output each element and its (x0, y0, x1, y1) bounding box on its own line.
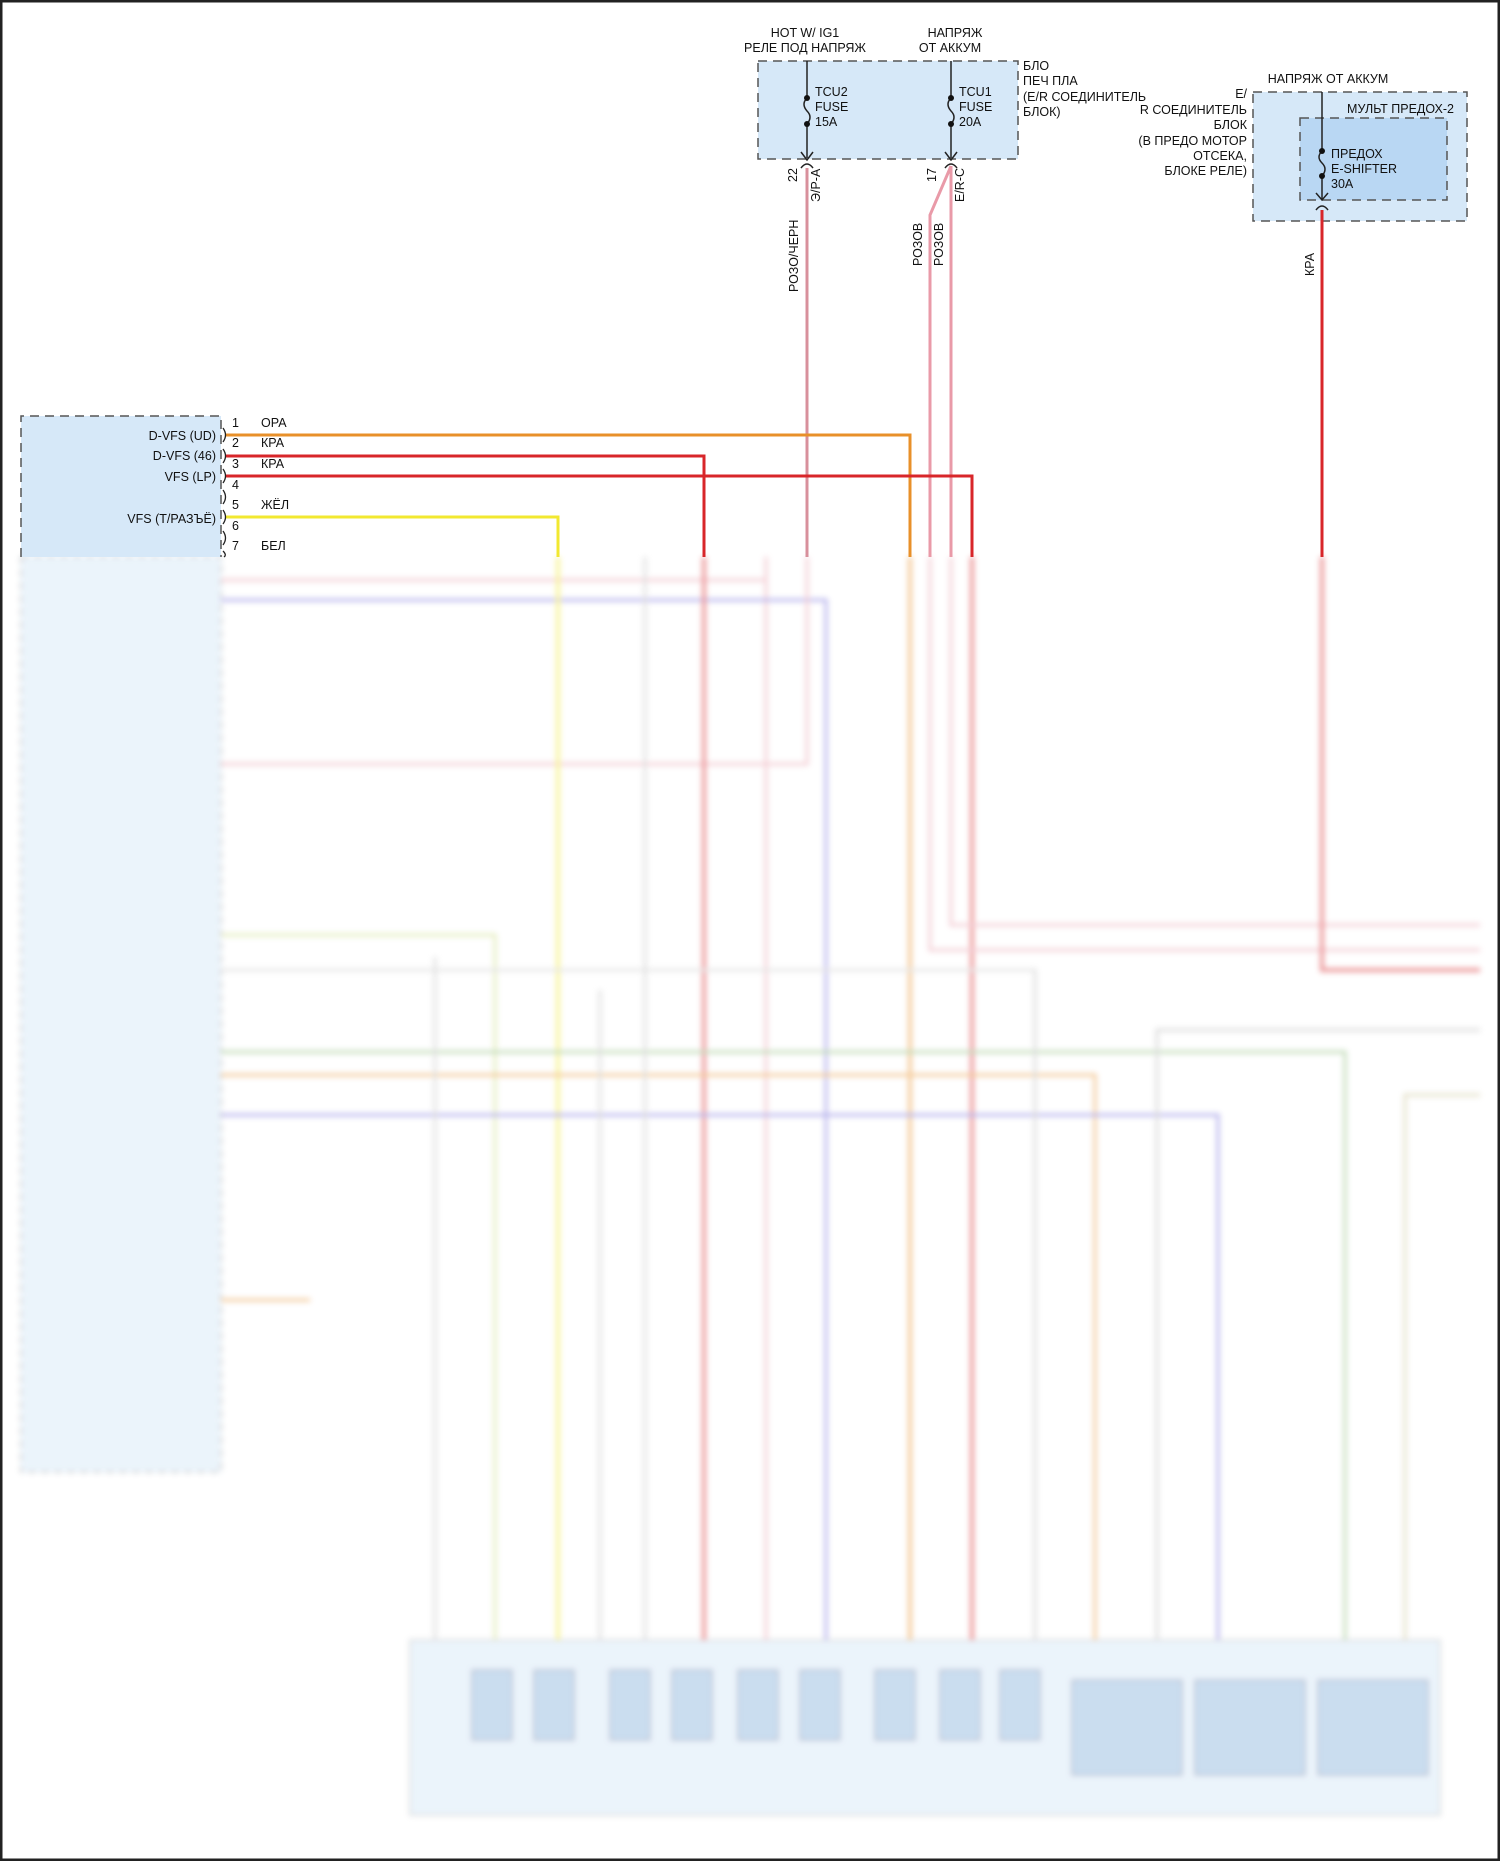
pin-number: 4 (232, 478, 239, 492)
fuse-lines (800, 61, 958, 169)
solenoid-icons (471, 1669, 1429, 1776)
fuse-eshifter-label: E-SHIFTER (1331, 162, 1397, 176)
fuse-tcu2-label: TCU2 (815, 85, 848, 99)
supply-label-batt-right: НАПРЯЖ ОТ АККУМ (1268, 72, 1389, 86)
wire-pink-1 (928, 165, 953, 557)
pin-signal-name: D-VFS (UD) (149, 429, 216, 443)
supply-label-batt-2: ОТ АККУМ (919, 41, 981, 55)
box-label-line: БЛОК (1214, 118, 1248, 132)
fuse-tcu2-rating: 15A (815, 115, 838, 129)
pin-terminals (222, 427, 227, 558)
box-label-line: R СОЕДИНИТЕЛЬ (1140, 103, 1247, 117)
pin-wire-color: БЕЛ (261, 539, 286, 553)
wire-red-pin3 (226, 474, 974, 557)
connector-id-left: Э/Р-А (809, 168, 823, 202)
fade-overlay (3, 557, 1497, 1857)
box-label-line: ОТСЕКА, (1193, 149, 1247, 163)
fuse-eshifter-rating: 30A (1331, 177, 1354, 191)
fuse-tcu1-icon (947, 97, 955, 125)
multi-fuse-2 (1299, 117, 1448, 201)
pin-wire-color: ЖЁЛ (261, 498, 289, 512)
pin-wire-color: КРА (261, 436, 285, 450)
wire-label-pink-1: РОЗОВ (911, 223, 925, 266)
fuse-tcu2-label: FUSE (815, 100, 848, 114)
box-label-line: БЛОКЕ РЕЛЕ) (1164, 164, 1247, 178)
pin-number: 1 (232, 416, 239, 430)
fuse-eshifter-label: ПРЕДОХ (1331, 147, 1383, 161)
pin-number: 7 (232, 539, 239, 553)
supply-label-ig1-ru: РЕЛЕ ПОД НАПРЯЖ (744, 41, 866, 55)
pin-number: 6 (232, 519, 239, 533)
wire-label-pink-black: РОЗО/ЧЕРН (787, 220, 801, 292)
pin-number: 5 (232, 498, 239, 512)
wire-yellow-pin5 (226, 515, 560, 557)
engine-room-fuse-box (757, 60, 1019, 160)
wire-label-pink-2: РОЗОВ (932, 223, 946, 266)
box-label-line: БЛОК) (1023, 105, 1061, 119)
box-label-line: (E/R СОЕДИНИТЕЛЬ (1023, 90, 1146, 104)
box-label-line: (В ПРЕДО МОТОР (1138, 134, 1247, 148)
blurred-lower-section (20, 556, 1480, 1816)
tcu-module-lower (20, 556, 222, 1473)
multi-fuse-label: МУЛЬТ ПРЕДОХ-2 (1347, 102, 1454, 116)
pin-signal-name: VFS (LP) (165, 470, 216, 484)
box-label-line: БЛО (1023, 59, 1049, 73)
box-label-line: E/ (1235, 87, 1247, 101)
supply-label-ig1: HOT W/ IG1 (771, 26, 840, 40)
fuse-eshifter-icon (1318, 150, 1326, 177)
tcu-pins: 1 ОРА 2 КРА D-VFS (UD) 3 КРА D-VFS (46) … (127, 416, 289, 553)
pin-signal-name: D-VFS (46) (153, 449, 216, 463)
fuse-tcu1-rating: 20A (959, 115, 982, 129)
wire-label-red: КРА (1303, 252, 1317, 276)
pin-wire-color: КРА (261, 457, 285, 471)
wire-red-pin2 (226, 454, 706, 557)
supply-label-batt: НАПРЯЖ (928, 26, 983, 40)
pin-number: 2 (232, 436, 239, 450)
box-label-line: ПЕЧ ПЛА (1023, 74, 1078, 88)
tcu-module (20, 415, 222, 557)
wires-top (226, 165, 1324, 557)
fuse-tcu1-label: TCU1 (959, 85, 992, 99)
pin-number-17: 17 (925, 168, 939, 182)
fuse-tcu2-icon (803, 97, 811, 125)
connector-id-right: E/R-C (953, 168, 967, 202)
wire-orange-pin1 (226, 433, 912, 557)
fuse-tcu1-label: FUSE (959, 100, 992, 114)
pin-signal-name: VFS (T/РАЗЪЁ) (127, 512, 216, 526)
pin-number-22: 22 (786, 168, 800, 182)
pin-wire-color: ОРА (261, 416, 287, 430)
pin-number: 3 (232, 457, 239, 471)
